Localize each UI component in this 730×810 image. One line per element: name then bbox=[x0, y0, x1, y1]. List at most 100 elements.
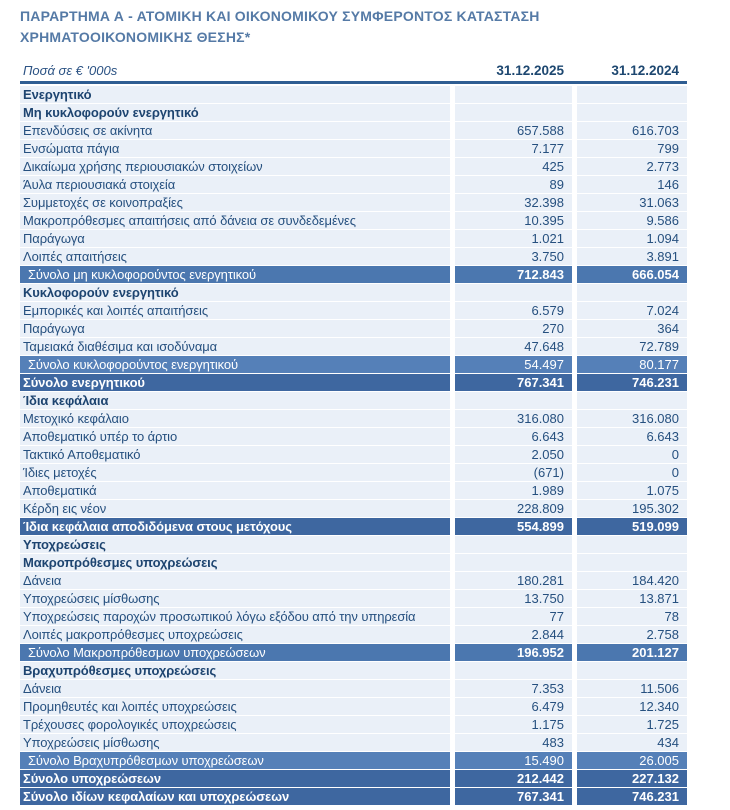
table-body: Ενεργητικό Μη κυκλοφορούν ενεργητικό Επενδ… bbox=[20, 86, 687, 805]
row-label: Κυκλοφορούν ενεργητικό bbox=[20, 284, 450, 301]
value-2025: 89 bbox=[455, 176, 572, 193]
row-label: Μη κυκλοφορούν ενεργητικό bbox=[20, 104, 450, 121]
subtotal-row: Σύνολο κυκλοφορούντος ενεργητικού 54.497 8… bbox=[20, 356, 687, 373]
row-label: Αποθεματικά bbox=[20, 482, 450, 499]
column-header-2025: 31.12.2025 bbox=[496, 63, 564, 78]
value-2024: 746.231 bbox=[577, 788, 687, 805]
subtotal-row: Σύνολο Βραχυπρόθεσμων υποχρεώσεων 15.490 2… bbox=[20, 752, 687, 769]
value-2024: 1.094 bbox=[577, 230, 687, 247]
value-2024: 364 bbox=[577, 320, 687, 337]
row-label: Παράγωγα bbox=[20, 230, 450, 247]
value-2024 bbox=[577, 86, 687, 103]
value-2024: 519.099 bbox=[577, 518, 687, 535]
table-row: Ταμειακά διαθέσιμα και ισοδύναμα 47.648 72… bbox=[20, 338, 687, 355]
total-row: Ίδια κεφάλαια αποδιδόμενα στους μετόχους… bbox=[20, 518, 687, 535]
section-header-row: Κυκλοφορούν ενεργητικό bbox=[20, 284, 687, 301]
value-2025: 212.442 bbox=[455, 770, 572, 787]
row-label: Ενεργητικό bbox=[20, 86, 450, 103]
table-row: Λοιπές απαιτήσεις 3.750 3.891 bbox=[20, 248, 687, 265]
value-2024: 72.789 bbox=[577, 338, 687, 355]
value-2024 bbox=[577, 554, 687, 571]
value-2025: 712.843 bbox=[455, 266, 572, 283]
row-label: Υποχρεώσεις μίσθωσης bbox=[20, 590, 450, 607]
row-label: Συμμετοχές σε κοινοπραξίες bbox=[20, 194, 450, 211]
total-row: Σύνολο ιδίων κεφαλαίων και υποχρεώσεων 76… bbox=[20, 788, 687, 805]
row-label: Εμπορικές και λοιπές απαιτήσεις bbox=[20, 302, 450, 319]
value-2025 bbox=[455, 284, 572, 301]
section-header-row: Μη κυκλοφορούν ενεργητικό bbox=[20, 104, 687, 121]
row-label: Άυλα περιουσιακά στοιχεία bbox=[20, 176, 450, 193]
table-row: Ίδιες μετοχές (671) 0 bbox=[20, 464, 687, 481]
value-2025: 13.750 bbox=[455, 590, 572, 607]
row-label: Σύνολο κυκλοφορούντος ενεργητικού bbox=[20, 356, 450, 373]
table-row: Μετοχικό κεφάλαιο 316.080 316.080 bbox=[20, 410, 687, 427]
row-label: Λοιπές απαιτήσεις bbox=[20, 248, 450, 265]
value-2024 bbox=[577, 104, 687, 121]
value-2024: 13.871 bbox=[577, 590, 687, 607]
value-2024: 12.340 bbox=[577, 698, 687, 715]
value-2024: 0 bbox=[577, 446, 687, 463]
row-label: Αποθεματικό υπέρ το άρτιο bbox=[20, 428, 450, 445]
value-2025: 270 bbox=[455, 320, 572, 337]
row-label: Υποχρεώσεις παροχών προσωπικού λόγω εξόδ… bbox=[20, 608, 450, 625]
row-label: Ίδια κεφάλαια αποδιδόμενα στους μετόχους bbox=[20, 518, 450, 535]
value-2024: 6.643 bbox=[577, 428, 687, 445]
table-row: Δικαίωμα χρήσης περιουσιακών στοιχείων 42… bbox=[20, 158, 687, 175]
row-label: Σύνολο Μακροπρόθεσμων υποχρεώσεων bbox=[20, 644, 450, 661]
row-label: Μακροπρόθεσμες υποχρεώσεις bbox=[20, 554, 450, 571]
value-2024: 195.302 bbox=[577, 500, 687, 517]
value-2024: 146 bbox=[577, 176, 687, 193]
section-header-row: Μακροπρόθεσμες υποχρεώσεις bbox=[20, 554, 687, 571]
table-row: Εμπορικές και λοιπές απαιτήσεις 6.579 7.02… bbox=[20, 302, 687, 319]
row-label: Ταμειακά διαθέσιμα και ισοδύναμα bbox=[20, 338, 450, 355]
value-2025: 3.750 bbox=[455, 248, 572, 265]
value-2025: 1.989 bbox=[455, 482, 572, 499]
table-row: Ενσώματα πάγια 7.177 799 bbox=[20, 140, 687, 157]
value-2024: 7.024 bbox=[577, 302, 687, 319]
value-2025 bbox=[455, 392, 572, 409]
subtotal-row: Σύνολο Μακροπρόθεσμων υποχρεώσεων 196.952… bbox=[20, 644, 687, 661]
value-2025 bbox=[455, 86, 572, 103]
row-label: Λοιπές μακροπρόθεσμες υποχρεώσεις bbox=[20, 626, 450, 643]
value-2025: 6.479 bbox=[455, 698, 572, 715]
table-row: Υποχρεώσεις παροχών προσωπικού λόγω εξόδ… bbox=[20, 608, 687, 625]
value-2025: 15.490 bbox=[455, 752, 572, 769]
row-label: Ίδια κεφάλαια bbox=[20, 392, 450, 409]
financial-position-table: Ποσά σε € '000s 31.12.2025 31.12.2024 Εν… bbox=[20, 50, 687, 806]
value-2024 bbox=[577, 392, 687, 409]
row-label: Κέρδη εις νέον bbox=[20, 500, 450, 517]
value-2025 bbox=[455, 662, 572, 679]
row-label: Μετοχικό κεφάλαιο bbox=[20, 410, 450, 427]
value-2025: 1.021 bbox=[455, 230, 572, 247]
value-2025 bbox=[455, 104, 572, 121]
value-2024: 3.891 bbox=[577, 248, 687, 265]
value-2025: 196.952 bbox=[455, 644, 572, 661]
row-label: Δικαίωμα χρήσης περιουσιακών στοιχείων bbox=[20, 158, 450, 175]
row-label: Σύνολο Βραχυπρόθεσμων υποχρεώσεων bbox=[20, 752, 450, 769]
value-2024: 184.420 bbox=[577, 572, 687, 589]
value-2024: 31.063 bbox=[577, 194, 687, 211]
table-row: Άυλα περιουσιακά στοιχεία 89 146 bbox=[20, 176, 687, 193]
row-label: Τακτικό Αποθεματικό bbox=[20, 446, 450, 463]
value-2024: 2.773 bbox=[577, 158, 687, 175]
value-2025: 425 bbox=[455, 158, 572, 175]
table-row: Τρέχουσες φορολογικές υποχρεώσεις 1.175 1.… bbox=[20, 716, 687, 733]
row-label: Δάνεια bbox=[20, 572, 450, 589]
table-row: Τακτικό Αποθεματικό 2.050 0 bbox=[20, 446, 687, 463]
value-2024 bbox=[577, 536, 687, 553]
row-label: Ίδιες μετοχές bbox=[20, 464, 450, 481]
units-label: Ποσά σε € '000s bbox=[23, 63, 118, 78]
row-label: Σύνολο μη κυκλοφορούντος ενεργητικού bbox=[20, 266, 450, 283]
table-row: Υποχρεώσεις μίσθωσης 483 434 bbox=[20, 734, 687, 751]
value-2025: 316.080 bbox=[455, 410, 572, 427]
row-label: Βραχυπρόθεσμες υποχρεώσεις bbox=[20, 662, 450, 679]
value-2024: 227.132 bbox=[577, 770, 687, 787]
table-row: Επενδύσεις σε ακίνητα 657.588 616.703 bbox=[20, 122, 687, 139]
value-2025: 180.281 bbox=[455, 572, 572, 589]
table-row: Συμμετοχές σε κοινοπραξίες 32.398 31.063 bbox=[20, 194, 687, 211]
value-2025: (671) bbox=[455, 464, 572, 481]
value-2024: 2.758 bbox=[577, 626, 687, 643]
value-2025: 10.395 bbox=[455, 212, 572, 229]
table-row: Δάνεια 7.353 11.506 bbox=[20, 680, 687, 697]
